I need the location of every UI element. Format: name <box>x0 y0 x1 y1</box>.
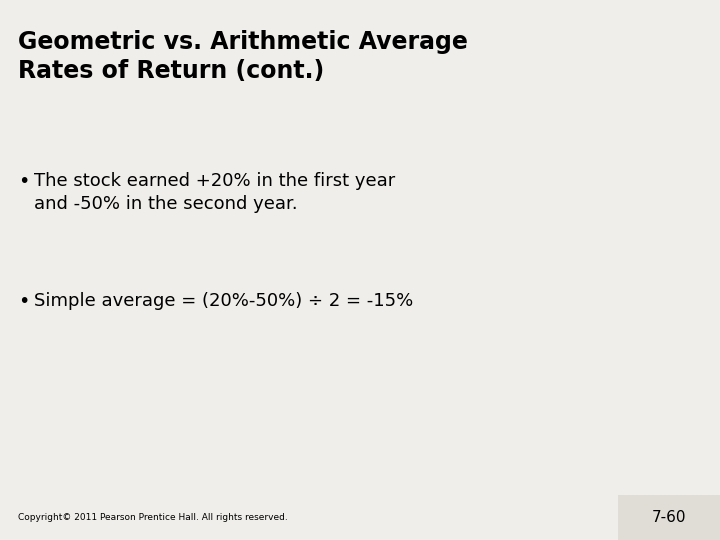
Bar <box>618 495 720 540</box>
Text: The stock earned +20% in the first year
and -50% in the second year.: The stock earned +20% in the first year … <box>34 172 395 213</box>
Text: Simple average = (20%-50%) ÷ 2 = -15%: Simple average = (20%-50%) ÷ 2 = -15% <box>34 292 413 310</box>
Text: Geometric vs. Arithmetic Average
Rates of Return (cont.): Geometric vs. Arithmetic Average Rates o… <box>18 30 468 83</box>
Text: Copyright© 2011 Pearson Prentice Hall. All rights reserved.: Copyright© 2011 Pearson Prentice Hall. A… <box>18 514 288 523</box>
Text: •: • <box>18 292 30 311</box>
Text: •: • <box>18 172 30 191</box>
Text: 7-60: 7-60 <box>652 510 686 525</box>
